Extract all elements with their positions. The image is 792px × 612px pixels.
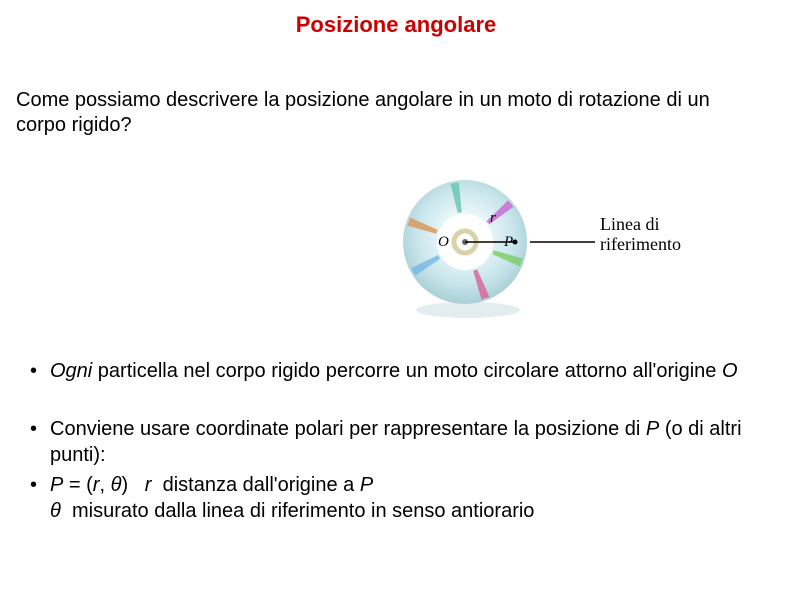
bullet-dot-icon: • bbox=[30, 472, 50, 498]
bullet-text: P = (r, θ) r distanza dall'origine a Pθ … bbox=[50, 472, 770, 524]
bullet-text: Conviene usare coordinate polari per rap… bbox=[50, 416, 770, 468]
figure-label-r: r bbox=[490, 210, 496, 227]
bullet-item: • Ogni particella nel corpo rigido perco… bbox=[30, 358, 770, 384]
slide-title: Posizione angolare bbox=[0, 12, 792, 38]
bullet-dot-icon: • bbox=[30, 358, 50, 384]
bullet-item: • Conviene usare coordinate polari per r… bbox=[30, 416, 770, 468]
reference-line-label: Linea diriferimento bbox=[600, 215, 681, 255]
bullet-item: • P = (r, θ) r distanza dall'origine a P… bbox=[30, 472, 770, 524]
bullet-text: Ogni particella nel corpo rigido percorr… bbox=[50, 358, 770, 384]
figure-label-O: O bbox=[438, 234, 449, 251]
figure-label-P: P bbox=[504, 234, 513, 251]
intro-paragraph: Come possiamo descrivere la posizione an… bbox=[16, 88, 756, 138]
bullet-list: • Ogni particella nel corpo rigido perco… bbox=[30, 358, 770, 524]
bullet-dot-icon: • bbox=[30, 416, 50, 442]
